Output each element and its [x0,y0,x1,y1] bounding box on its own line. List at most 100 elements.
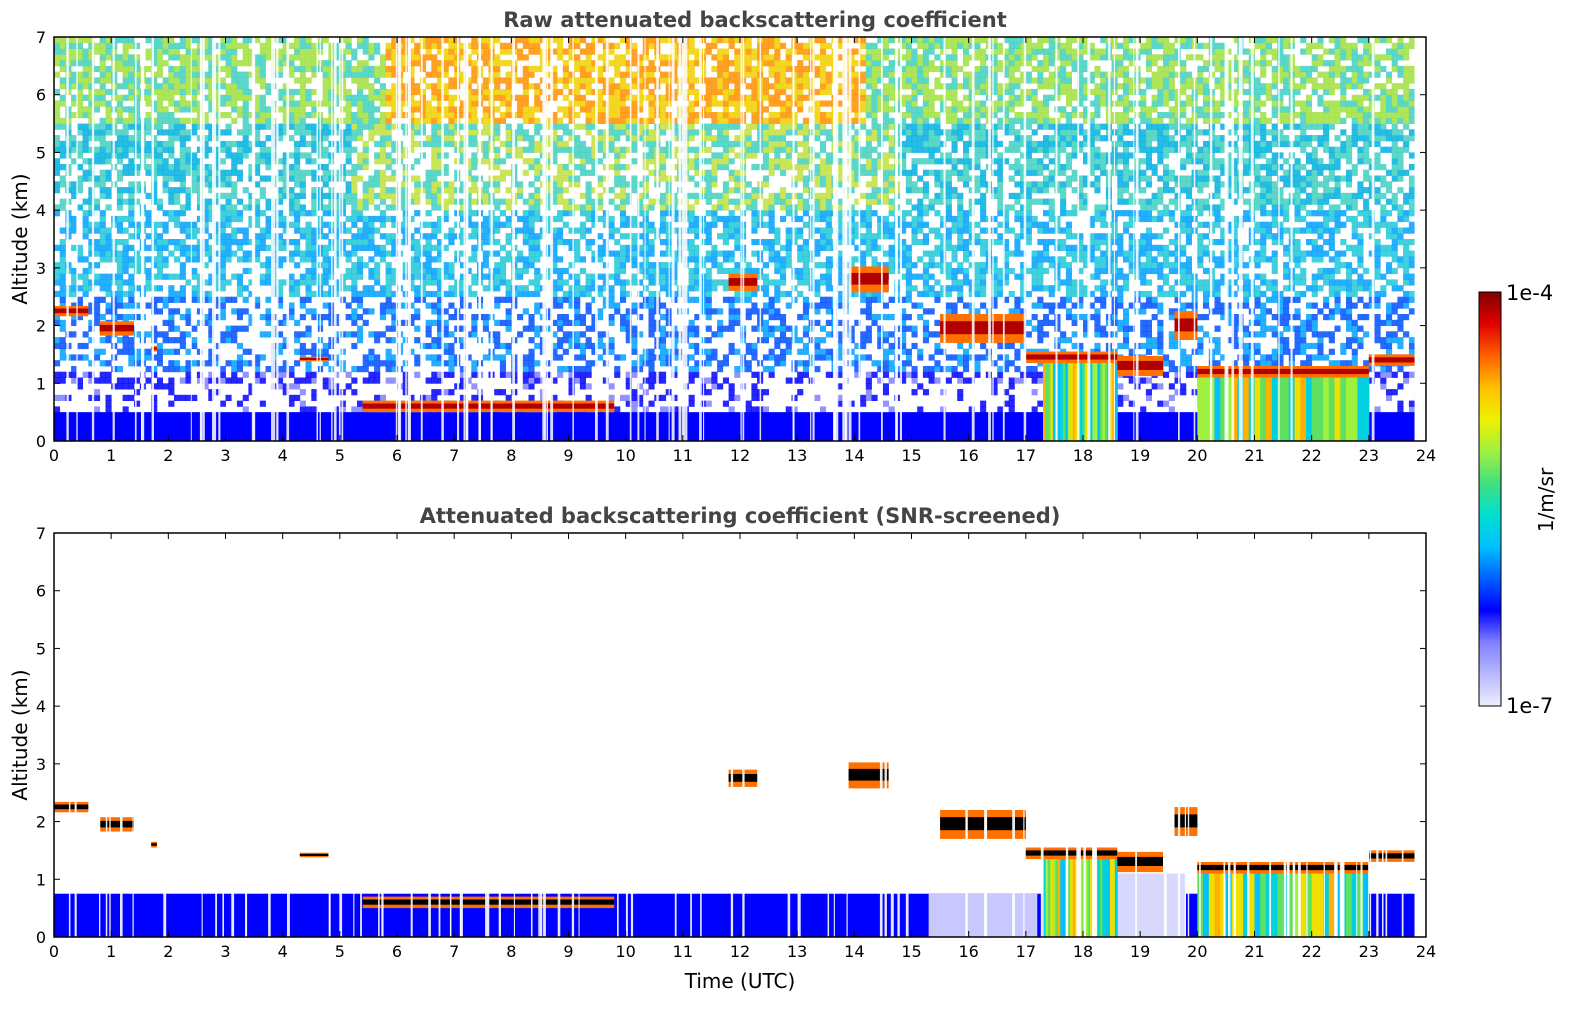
noise-cell [722,164,729,171]
noise-cell [762,146,769,153]
noise-cell [374,140,381,148]
noise-cell [637,210,644,217]
noise-cell [414,158,421,165]
noise-cell [362,262,369,269]
noise-cell [105,71,112,78]
noise-cell [694,129,701,136]
noise-cell [751,342,758,350]
noise-cell [562,314,569,321]
noise-cell [579,140,586,148]
noise-cell [379,60,386,67]
noise-cell [54,204,61,211]
noise-cell [579,146,586,153]
noise-cell [82,94,89,101]
noise-cell [751,112,758,119]
noise-cell [254,94,261,101]
noise-cell [642,181,649,188]
noise-cell [299,400,306,407]
noise-cell [282,221,289,228]
noise-cell [614,60,621,67]
noise-cell [368,65,375,73]
noise-cell [620,181,627,188]
noise-cell [528,383,535,390]
noise-cell [585,42,592,49]
noise-cell [191,267,198,275]
noise-cell [368,106,375,113]
noise-cell [408,65,415,73]
noise-cell [414,337,421,344]
noise-cell [620,100,627,107]
noise-cell [694,221,701,228]
noise-cell [425,135,432,142]
noise-cell [208,123,215,130]
noise-cell [168,250,175,257]
noise-cell [322,117,329,124]
noise-cell [499,342,506,350]
noise-cell [728,198,735,205]
noise-cell [105,129,112,136]
noise-cell [151,71,158,78]
noise-cell [437,106,444,113]
noise-cell [282,88,289,96]
noise-cell [385,215,392,223]
noise-cell [648,169,655,176]
noise-cell [334,169,341,176]
noise-cell [494,158,501,165]
noise-cell [105,37,112,44]
noise-cell [236,42,243,49]
noise-cell [122,60,129,67]
noise-cell [76,187,83,194]
noise-cell [288,250,295,257]
noise-cell [231,181,238,188]
noise-cell [505,348,512,355]
noise-cell [294,221,301,228]
noise-cell [254,140,261,148]
noise-cell [419,187,426,194]
noise-cell [362,71,369,78]
noise-cell [557,175,564,182]
noise-cell [259,83,266,90]
noise-cell [128,262,135,269]
noise-cell [82,290,89,298]
noise-cell [728,389,735,396]
noise-cell [254,158,261,165]
noise-cell [522,325,529,332]
noise-cell [151,256,158,263]
noise-cell [254,65,261,73]
noise-cell [660,192,667,199]
noise-cell [99,273,106,280]
noise-cell [71,273,78,280]
noise-cell [408,302,415,309]
noise-cell [751,227,758,234]
noise-cell [259,48,266,55]
noise-cell [179,152,186,159]
noise-cell [528,262,535,269]
noise-cell [231,187,238,194]
noise-cell [551,192,558,199]
noise-cell [568,262,575,269]
noise-cell [322,244,329,251]
noise-cell [299,348,306,355]
noise-cell [116,377,123,384]
noise-cell [174,394,181,401]
noise-cell [145,256,152,263]
noise-cell [128,117,135,124]
noise-cell [562,239,569,246]
noise-cell [265,233,272,240]
noise-cell [236,400,243,407]
noise-cell [762,198,769,205]
noise-cell [322,267,329,275]
noise-cell [528,37,535,44]
noise-cell [219,112,226,119]
noise-cell [134,181,141,188]
noise-cell [94,77,101,84]
noise-cell [585,192,592,199]
noise-cell [728,88,735,96]
noise-cell [242,117,249,124]
noise-cell [82,210,89,217]
noise-cell [334,389,341,396]
noise-cell [482,152,489,159]
noise-cell [259,354,266,361]
noise-cell [465,221,472,228]
noise-cell [185,164,192,171]
